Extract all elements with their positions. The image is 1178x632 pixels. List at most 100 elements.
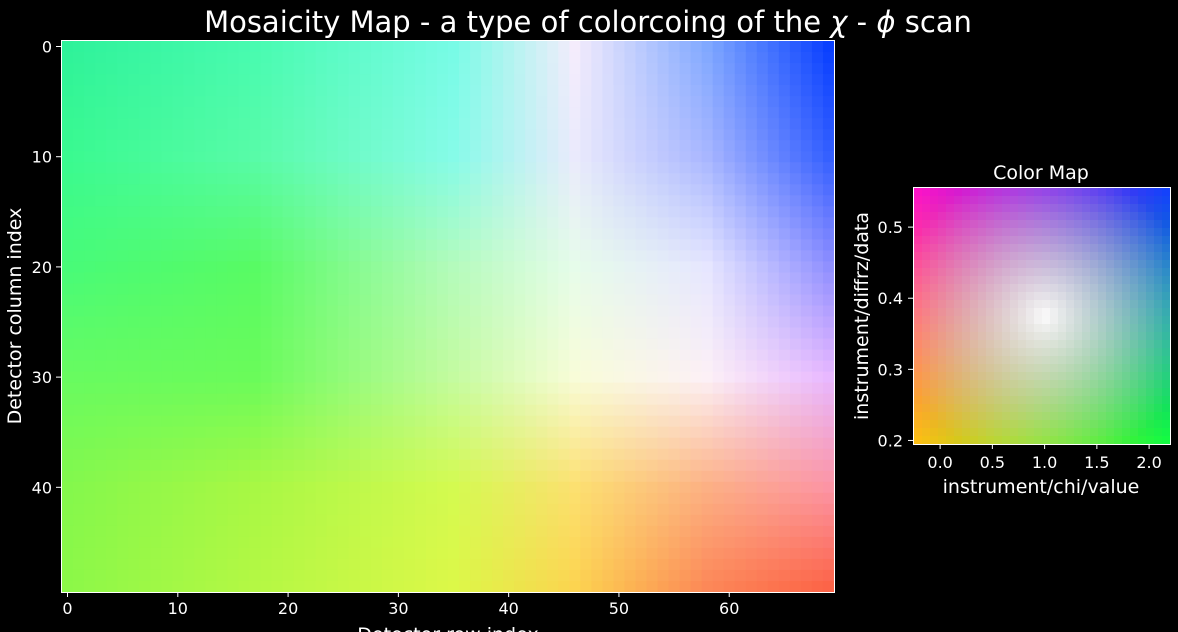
heatmap-cell (778, 580, 791, 593)
color-map-cell (1026, 188, 1035, 197)
heatmap-cell (657, 52, 670, 64)
color-map-cell (1074, 308, 1083, 317)
heatmap-cell (580, 173, 592, 185)
heatmap-cell (84, 250, 96, 262)
heatmap-cell (745, 195, 758, 207)
heatmap-cell (293, 140, 306, 152)
color-map-cell (1098, 324, 1107, 333)
heatmap-cell (481, 558, 493, 571)
color-map-cell (1026, 252, 1035, 261)
heatmap-cell (822, 514, 835, 527)
color-map-cell (1154, 380, 1163, 389)
color-map-cell (1074, 404, 1083, 413)
heatmap-cell (161, 41, 173, 53)
color-map-cell (1010, 276, 1019, 285)
heatmap-cell (536, 283, 548, 296)
heatmap-cell (635, 162, 648, 174)
heatmap-cell (117, 360, 129, 373)
heatmap-cell (84, 162, 96, 174)
heatmap-cell (260, 459, 273, 472)
heatmap-cell (712, 283, 725, 296)
heatmap-cell (811, 349, 824, 362)
heatmap-cell (216, 547, 229, 560)
heatmap-cell (767, 41, 780, 53)
color-map-cell (1130, 404, 1139, 413)
heatmap-cell (481, 118, 493, 130)
heatmap-cell (117, 151, 129, 163)
heatmap-cell (260, 173, 273, 185)
heatmap-cell (613, 107, 626, 119)
heatmap-cell (811, 162, 824, 174)
heatmap-cell (723, 481, 736, 494)
color-map-cell (1042, 324, 1051, 333)
heatmap-cell (293, 118, 306, 130)
heatmap-cell (624, 195, 637, 207)
heatmap-cell (238, 360, 251, 373)
color-map-cell (1018, 212, 1027, 221)
color-map-cell (1138, 300, 1147, 309)
heatmap-cell (84, 239, 96, 251)
heatmap-cell (183, 514, 195, 527)
heatmap-cell (811, 85, 824, 97)
heatmap-cell (503, 151, 515, 163)
heatmap-cell (106, 151, 118, 163)
heatmap-cell (238, 349, 251, 362)
heatmap-cell (679, 547, 692, 560)
heatmap-cell (293, 547, 306, 560)
heatmap-cell (822, 316, 835, 329)
color-map-cell (1010, 428, 1019, 437)
heatmap-cell (381, 393, 394, 406)
heatmap-cell (359, 481, 372, 494)
color-map-cell (1002, 364, 1011, 373)
heatmap-cell (712, 503, 725, 516)
heatmap-cell (800, 85, 813, 97)
heatmap-cell (381, 206, 394, 218)
color-map-cell (1146, 428, 1155, 437)
color-map-cell (1058, 244, 1067, 253)
heatmap-cell (348, 558, 361, 571)
heatmap-cell (392, 525, 405, 538)
heatmap-cell (602, 151, 615, 163)
color-map-cell (1130, 188, 1139, 197)
heatmap-cell (238, 140, 251, 152)
x-tick-label: 40 (498, 599, 518, 618)
heatmap-cell (282, 536, 295, 549)
color-map-cell (1106, 396, 1115, 405)
color-map-cell (954, 404, 963, 413)
heatmap-cell (481, 393, 493, 406)
heatmap-cell (701, 448, 714, 461)
heatmap-cell (712, 569, 725, 582)
heatmap-cell (514, 206, 526, 218)
heatmap-cell (481, 261, 493, 274)
heatmap-cell (734, 173, 747, 185)
heatmap-cell (282, 382, 295, 395)
heatmap-cell (414, 547, 427, 560)
heatmap-cell (679, 382, 692, 395)
color-map-cell (994, 380, 1003, 389)
color-map-cell (954, 284, 963, 293)
color-map-y-tick-label: 0.2 (878, 431, 903, 450)
heatmap-cell (282, 481, 295, 494)
color-map-cell (962, 236, 971, 245)
heatmap-cell (613, 195, 626, 207)
color-map-cell (1026, 204, 1035, 213)
heatmap-cell (800, 459, 813, 472)
heatmap-cell (370, 415, 383, 428)
heatmap-cell (745, 305, 758, 318)
heatmap-cell (712, 525, 725, 538)
heatmap-cell (657, 272, 670, 285)
heatmap-cell (370, 371, 383, 384)
heatmap-cell (514, 140, 526, 152)
heatmap-cell (84, 96, 96, 108)
heatmap-cell (624, 503, 637, 516)
heatmap-cell (668, 503, 681, 516)
heatmap-cell (822, 151, 835, 163)
heatmap-cell (503, 118, 515, 130)
heatmap-cell (701, 525, 714, 538)
heatmap-cell (227, 261, 240, 274)
heatmap-cell (183, 393, 195, 406)
heatmap-cell (260, 63, 273, 75)
heatmap-cell (624, 206, 637, 218)
color-map-cell (938, 252, 947, 261)
color-map-cell (930, 356, 939, 365)
